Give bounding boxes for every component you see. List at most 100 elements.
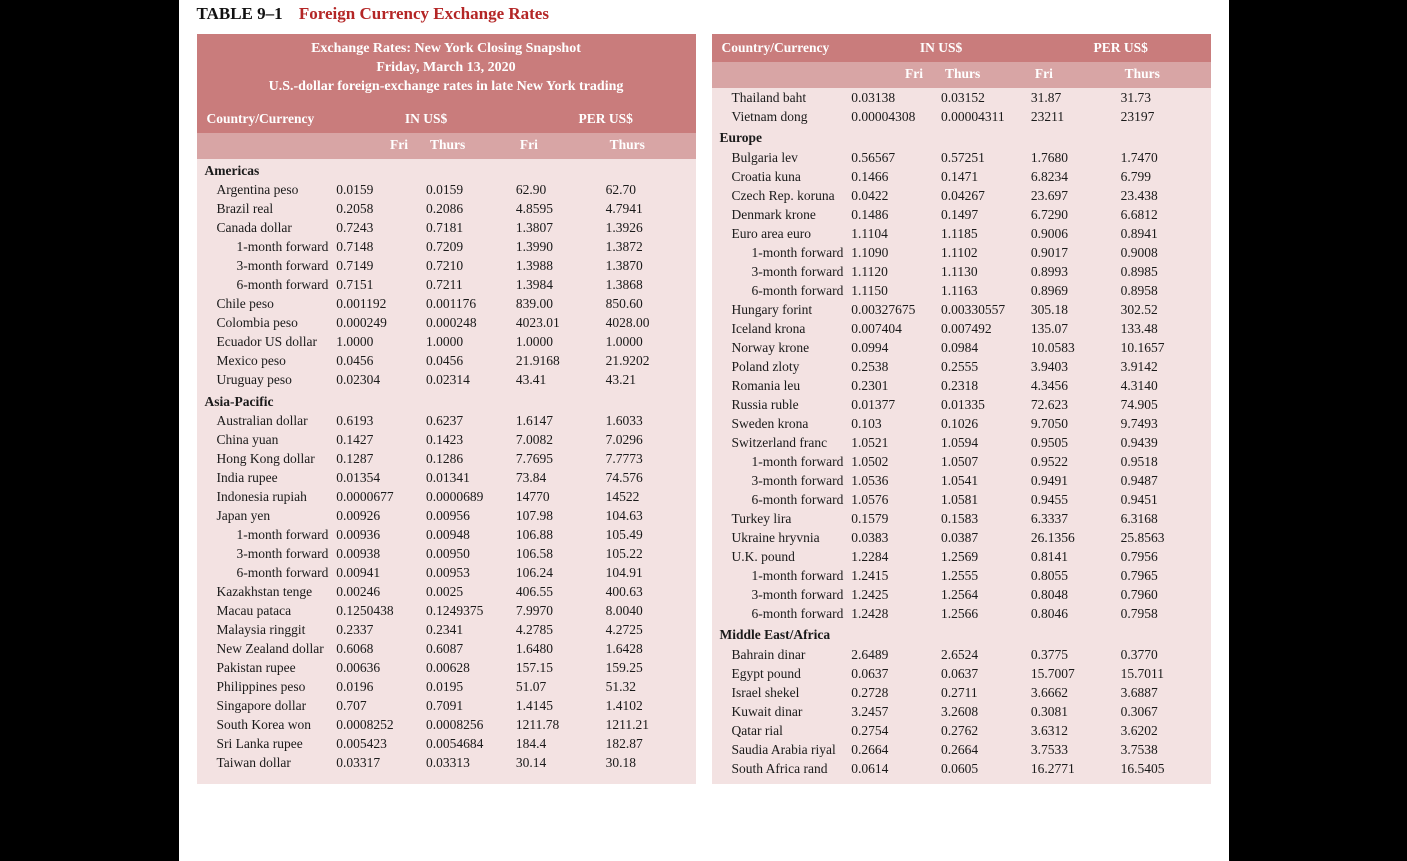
- rate-cell: 51.07: [516, 678, 606, 697]
- currency-name: Poland zloty: [712, 357, 852, 376]
- currency-name: Brazil real: [197, 200, 337, 219]
- rate-cell: 1.0576: [851, 490, 941, 509]
- rate-cell: 0.02314: [426, 371, 516, 390]
- currency-name: 1-month forward: [712, 243, 852, 262]
- banner-line-3: U.S.-dollar foreign-exchange rates in la…: [203, 78, 690, 97]
- rate-cell: 0.2664: [941, 740, 1031, 759]
- rate-cell: 15.7011: [1121, 664, 1211, 683]
- rate-cell: 133.48: [1121, 319, 1211, 338]
- rate-cell: 0.2762: [941, 721, 1031, 740]
- rate-cell: 0.7965: [1121, 566, 1211, 585]
- rate-cell: 1.2569: [941, 547, 1031, 566]
- rate-cell: 43.21: [606, 371, 696, 390]
- rate-cell: 106.58: [516, 545, 606, 564]
- table-number: TABLE 9–1: [197, 4, 283, 23]
- rate-cell: 0.3081: [1031, 702, 1121, 721]
- rate-cell: 1.0000: [516, 333, 606, 352]
- rate-cell: 0.9518: [1121, 452, 1211, 471]
- table-title: Foreign Currency Exchange Rates: [299, 4, 549, 23]
- table-row: Czech Rep. koruna0.04220.0426723.69723.4…: [712, 186, 1211, 205]
- rate-cell: 21.9202: [606, 352, 696, 371]
- table-row: 1-month forward1.24151.25550.80550.7965: [712, 566, 1211, 585]
- rate-cell: 6.7290: [1031, 205, 1121, 224]
- rate-cell: 0.8141: [1031, 547, 1121, 566]
- col-country: Country/Currency: [712, 34, 852, 62]
- left-panel: Exchange Rates: New York Closing Snapsho…: [197, 34, 696, 784]
- table-row: Croatia kuna0.14660.14716.82346.799: [712, 167, 1211, 186]
- rate-cell: 51.32: [606, 678, 696, 697]
- table-row: Bahrain dinar2.64892.65240.37750.3770: [712, 645, 1211, 664]
- rate-cell: 0.00246: [336, 583, 426, 602]
- rate-cell: 0.0614: [851, 759, 941, 778]
- currency-name: Uruguay peso: [197, 371, 337, 390]
- rate-cell: 0.1286: [426, 450, 516, 469]
- rate-cell: 0.00004311: [941, 107, 1031, 126]
- table-row: 1-month forward1.10901.11020.90170.9008: [712, 243, 1211, 262]
- rate-cell: 0.1497: [941, 205, 1031, 224]
- rate-cell: 0.001192: [336, 295, 426, 314]
- table-row: 1-month forward1.05021.05070.95220.9518: [712, 452, 1211, 471]
- rate-cell: 0.03152: [941, 88, 1031, 107]
- table-row: Vietnam dong0.000043080.0000431123211231…: [712, 107, 1211, 126]
- table-row: Brazil real0.20580.20864.85954.7941: [197, 200, 696, 219]
- rate-cell: 0.0637: [941, 664, 1031, 683]
- rate-cell: 0.9491: [1031, 471, 1121, 490]
- table-row: 3-month forward1.24251.25640.80480.7960: [712, 585, 1211, 604]
- rate-cell: 16.2771: [1031, 759, 1121, 778]
- rate-cell: 0.6193: [336, 412, 426, 431]
- currency-name: Hungary forint: [712, 300, 852, 319]
- rate-cell: 0.2538: [851, 357, 941, 376]
- currency-name: 3-month forward: [197, 545, 337, 564]
- rate-cell: 1.3984: [516, 276, 606, 295]
- table-row: South Africa rand0.06140.060516.277116.5…: [712, 759, 1211, 778]
- rate-cell: 6.3168: [1121, 509, 1211, 528]
- rate-cell: 3.9403: [1031, 357, 1121, 376]
- currency-name: Qatar rial: [712, 721, 852, 740]
- rate-cell: 1211.21: [606, 716, 696, 735]
- rate-cell: 0.2337: [336, 621, 426, 640]
- rate-cell: 10.1657: [1121, 338, 1211, 357]
- header-row-2: Fri Thurs Fri Thurs: [197, 133, 696, 159]
- rate-cell: 0.707: [336, 697, 426, 716]
- rate-cell: 62.70: [606, 181, 696, 200]
- rate-cell: 1.2564: [941, 585, 1031, 604]
- rate-cell: 4.2785: [516, 621, 606, 640]
- region-label: Asia-Pacific: [197, 390, 696, 412]
- table-row: Denmark krone0.14860.14976.72906.6812: [712, 205, 1211, 224]
- currency-name: Malaysia ringgit: [197, 621, 337, 640]
- rate-cell: 8.0040: [606, 602, 696, 621]
- rate-cell: 1.1090: [851, 243, 941, 262]
- rate-cell: 0.8048: [1031, 585, 1121, 604]
- currency-name: 6-month forward: [712, 490, 852, 509]
- rate-cell: 9.7493: [1121, 414, 1211, 433]
- rate-cell: 0.6068: [336, 640, 426, 659]
- currency-name: 6-month forward: [197, 276, 337, 295]
- table-row: Iceland krona0.0074040.007492135.07133.4…: [712, 319, 1211, 338]
- rate-cell: 1.2284: [851, 547, 941, 566]
- rate-cell: 1.2555: [941, 566, 1031, 585]
- table-row: India rupee0.013540.0134173.8474.576: [197, 469, 696, 488]
- rate-cell: 1.0000: [426, 333, 516, 352]
- rate-cell: 25.8563: [1121, 528, 1211, 547]
- table-row: Kuwait dinar3.24573.26080.30810.3067: [712, 702, 1211, 721]
- table-row: 6-month forward1.24281.25660.80460.7958: [712, 604, 1211, 623]
- rate-cell: 0.2711: [941, 683, 1031, 702]
- rate-cell: 0.56567: [851, 148, 941, 167]
- rate-cell: 30.18: [606, 754, 696, 773]
- rate-cell: 182.87: [606, 735, 696, 754]
- table-row: Saudia Arabia riyal0.26640.26643.75333.7…: [712, 740, 1211, 759]
- rate-cell: 0.007404: [851, 319, 941, 338]
- table-row: Israel shekel0.27280.27113.66623.6887: [712, 683, 1211, 702]
- currency-name: Pakistan rupee: [197, 659, 337, 678]
- rate-cell: 14770: [516, 488, 606, 507]
- rate-cell: 0.01341: [426, 469, 516, 488]
- rate-cell: 0.00636: [336, 659, 426, 678]
- rate-cell: 0.9008: [1121, 243, 1211, 262]
- rate-cell: 0.7209: [426, 238, 516, 257]
- currency-name: Ukraine hryvnia: [712, 528, 852, 547]
- currency-name: 6-month forward: [197, 564, 337, 583]
- currency-name: 6-month forward: [712, 604, 852, 623]
- rate-cell: 4.7941: [606, 200, 696, 219]
- rate-cell: 0.7148: [336, 238, 426, 257]
- table-row: 1-month forward0.71480.72091.39901.3872: [197, 238, 696, 257]
